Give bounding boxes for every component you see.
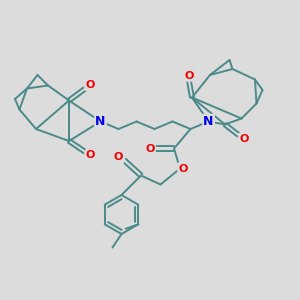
Text: O: O [114, 152, 123, 163]
Text: O: O [239, 134, 249, 144]
Text: O: O [86, 80, 95, 90]
Text: N: N [203, 115, 214, 128]
Text: O: O [178, 164, 188, 174]
Text: O: O [145, 143, 155, 154]
Text: O: O [86, 150, 95, 161]
Text: O: O [184, 70, 194, 81]
Text: N: N [95, 115, 106, 128]
